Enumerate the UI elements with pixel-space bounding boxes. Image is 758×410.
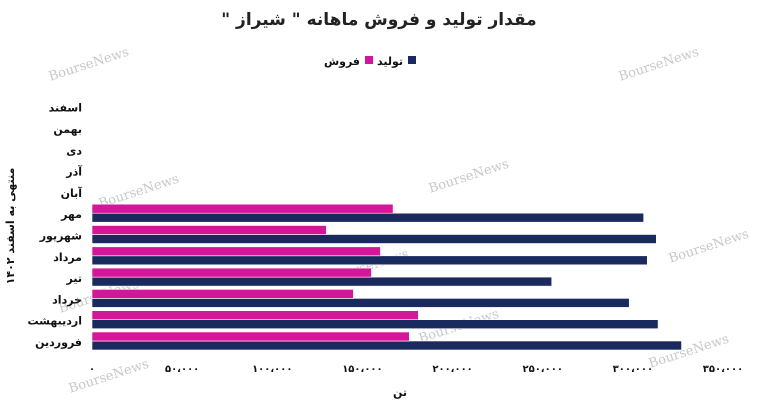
bar-production <box>91 255 648 266</box>
category-label: مهر <box>60 208 82 221</box>
bar-sales <box>91 203 394 214</box>
category-label: فروردین <box>35 336 82 349</box>
category-label: بهمن <box>53 123 82 136</box>
bar-production <box>91 298 630 308</box>
x-axis-title: تن <box>393 386 407 399</box>
x-tick-label: ۱۵۰،۰۰۰ <box>342 364 382 375</box>
legend-swatch <box>408 56 416 64</box>
x-tick-label: ۰ <box>89 364 95 375</box>
legend-label: تولید <box>377 55 403 68</box>
bars-layer <box>91 203 682 351</box>
watermark-text: BourseNews <box>47 45 131 85</box>
bar-production <box>91 276 553 287</box>
bar-sales <box>91 310 419 321</box>
bar-production <box>91 212 644 223</box>
category-label: خرداد <box>52 293 82 306</box>
bar-production <box>91 340 682 351</box>
x-tick-label: ۲۰۰،۰۰۰ <box>432 364 472 375</box>
y-axis-title: منتهی به اسفند ۱۴۰۲ <box>4 168 17 285</box>
bar-production <box>91 319 659 330</box>
legend: تولید فروش <box>324 55 416 68</box>
watermark-text: BourseNews <box>667 227 751 267</box>
legend-swatch <box>365 56 373 64</box>
category-label: تیر <box>66 272 82 285</box>
x-tick-label: ۵۰،۰۰۰ <box>165 364 199 375</box>
bar-sales <box>91 246 381 257</box>
x-tick-label: ۳۵۰،۰۰۰ <box>703 364 743 375</box>
x-tick-labels: ۰ ۵۰،۰۰۰ ۱۰۰،۰۰۰ ۱۵۰،۰۰۰ ۲۰۰،۰۰۰ ۲۵۰،۰۰۰ ۳۰۰،۰… <box>89 364 743 375</box>
bar-sales <box>91 267 372 278</box>
bar-sales <box>91 331 410 342</box>
category-label: آذر <box>65 165 82 179</box>
x-tick-label: ۲۵۰،۰۰۰ <box>523 364 563 375</box>
x-tick-label: ۱۰۰،۰۰۰ <box>252 364 292 375</box>
chart-title: مقدار تولید و فروش ماهانه " شیراز " <box>221 10 536 30</box>
x-tick-label: ۳۰۰،۰۰۰ <box>613 364 653 375</box>
watermark-text: BourseNews <box>617 45 701 85</box>
category-label: شهریور <box>39 230 82 243</box>
category-label: مرداد <box>53 251 82 264</box>
category-labels: فروردین اردیبهشت خرداد تیر مرداد شهریور مهر آبا… <box>28 102 83 349</box>
category-label: اسفند <box>49 102 82 115</box>
category-label: دی <box>66 144 82 157</box>
watermark-text: BourseNews <box>67 357 151 397</box>
legend-label: فروش <box>324 55 360 68</box>
bar-sales <box>91 289 354 299</box>
bar-production <box>91 234 657 244</box>
category-label: آبان <box>61 186 83 200</box>
watermark-text: BourseNews <box>427 157 511 197</box>
bar-sales <box>91 225 327 235</box>
category-label: اردیبهشت <box>28 315 82 328</box>
